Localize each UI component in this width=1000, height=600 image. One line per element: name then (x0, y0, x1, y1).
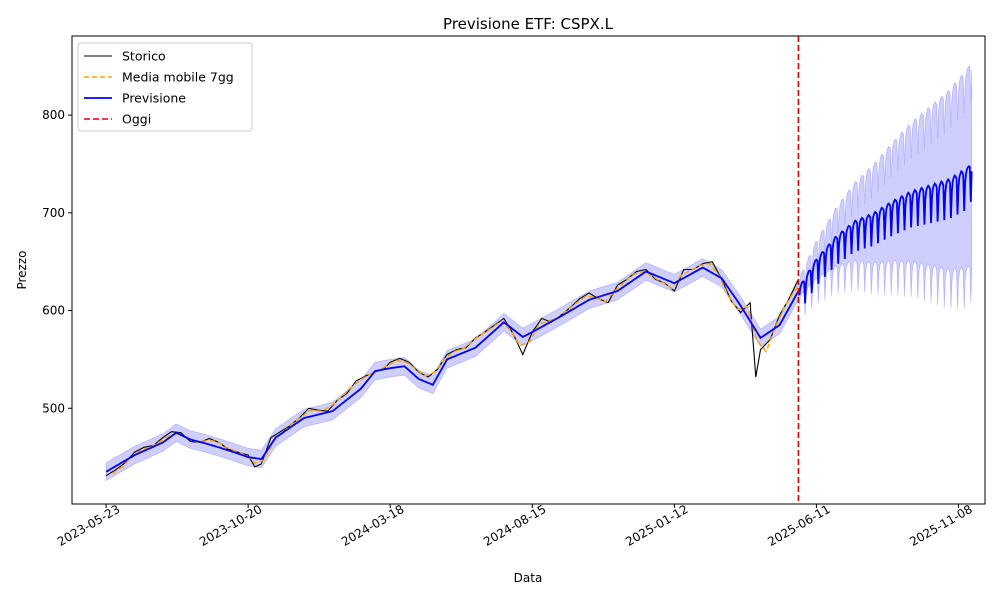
y-axis-label: Prezzo (15, 250, 29, 289)
x-axis-label: Data (514, 571, 543, 585)
y-tick-label: 800 (42, 108, 65, 122)
chart-title: Previsione ETF: CSPX.L (443, 15, 614, 33)
legend-label: Previsione (122, 91, 186, 106)
legend-box (77, 42, 253, 132)
series-previsione-line (105, 165, 973, 473)
y-tick-label: 700 (42, 206, 65, 220)
series-layer (105, 165, 973, 477)
legend-label: Media mobile 7gg (122, 70, 234, 85)
legend-label: Storico (122, 49, 166, 64)
y-axis: 500 600 700 800 (42, 108, 72, 415)
series-media-mobile-line (112, 262, 800, 475)
legend-label: Oggi (122, 112, 151, 127)
plot-frame (71, 35, 986, 505)
legend: Storico Media mobile 7gg Previsione Oggi (77, 42, 253, 132)
y-tick-label: 500 (42, 401, 65, 415)
series-storico-line (105, 261, 799, 477)
y-tick-label: 600 (42, 304, 65, 318)
